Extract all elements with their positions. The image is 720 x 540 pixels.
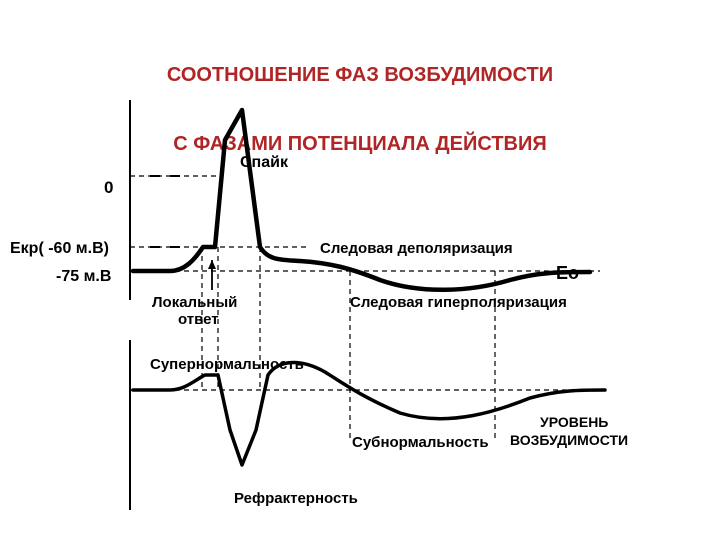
label-trace-depol: Следовая деполяризация	[320, 240, 513, 257]
label-excitability-l1: УРОВЕНЬ	[540, 414, 608, 430]
label-spike: Спайк	[240, 154, 288, 172]
label-eo: Ео	[556, 263, 579, 284]
label-trace-hyper: Следовая гиперполяризация	[350, 294, 567, 311]
tick-zero: 0	[104, 178, 113, 198]
label-local-resp-l1: Локальный	[152, 294, 237, 311]
tick-ekr: Екр( -60 м.В)	[10, 240, 109, 258]
label-subnormal: Субнормальность	[352, 434, 489, 451]
label-refractory: Рефрактерность	[234, 490, 358, 507]
label-local-resp-l2: ответ	[178, 311, 219, 328]
label-supernormal: Супернормальность	[150, 356, 304, 373]
tick-e75: -75 м.В	[56, 268, 111, 286]
label-excitability-l2: ВОЗБУДИМОСТИ	[510, 432, 628, 448]
